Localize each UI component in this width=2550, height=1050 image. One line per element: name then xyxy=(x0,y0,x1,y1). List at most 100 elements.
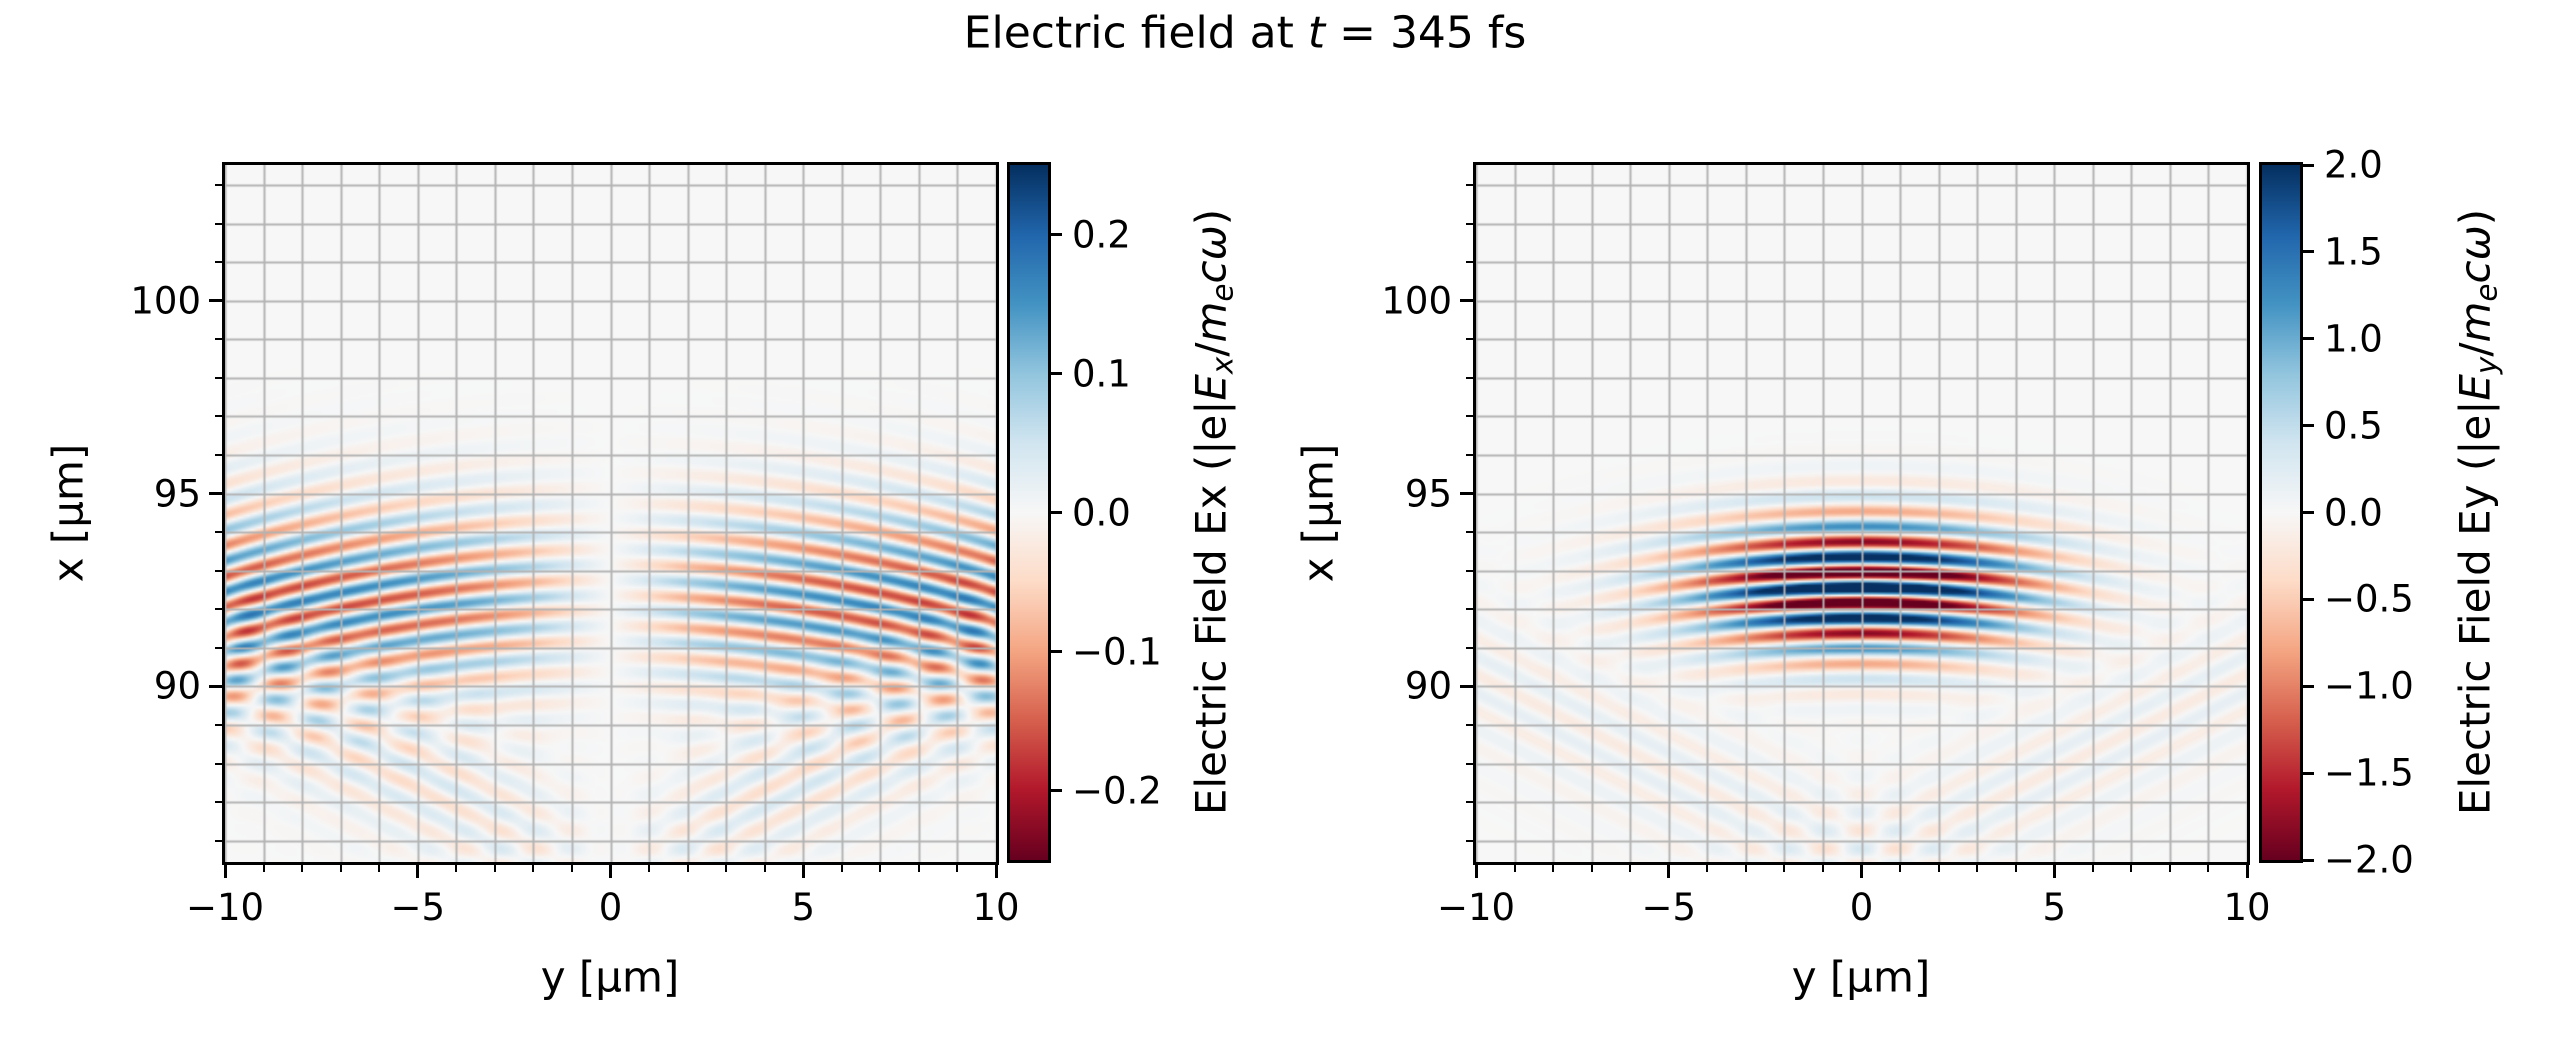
y-minor-tick xyxy=(215,531,222,534)
x-tick-label: 5 xyxy=(2042,886,2067,929)
x-minor-tick xyxy=(956,865,959,872)
label-fragment: / xyxy=(1186,342,1236,357)
colorbar-tick-label: 1.5 xyxy=(2324,230,2383,274)
ex-colorbar xyxy=(1007,162,1051,863)
y-major-tick xyxy=(1460,299,1473,303)
x-minor-tick xyxy=(339,865,342,872)
y-tick-label: 95 xyxy=(1404,472,1452,516)
y-minor-tick xyxy=(1466,184,1473,187)
y-minor-tick xyxy=(1466,454,1473,457)
x-minor-tick xyxy=(301,865,304,872)
colorbar-tick xyxy=(2303,424,2314,428)
colorbar-tick-label: 0.2 xyxy=(1072,213,1131,256)
colorbar-tick xyxy=(1051,511,1062,514)
y-tick-label: 90 xyxy=(1404,664,1452,708)
y-tick-label: 100 xyxy=(130,279,201,323)
label-fragment: x xyxy=(1205,356,1240,375)
x-minor-tick xyxy=(1706,865,1709,872)
label-fragment: Electric field at xyxy=(963,7,1308,59)
colorbar-tick xyxy=(2303,250,2314,254)
colorbar-tick-label: 2.0 xyxy=(2324,143,2383,187)
label-fragment: E xyxy=(2450,374,2500,401)
colorbar-tick-label: −0.5 xyxy=(2324,577,2414,621)
y-minor-tick xyxy=(215,184,222,187)
ex-colorbar-canvas xyxy=(1010,165,1048,860)
y-minor-tick xyxy=(215,376,222,379)
y-minor-tick xyxy=(1466,338,1473,341)
y-major-tick xyxy=(1460,492,1473,496)
label-fragment: ) xyxy=(2450,208,2500,226)
colorbar-tick-label: 0.0 xyxy=(1072,491,1131,534)
label-fragment: / xyxy=(2450,342,2500,357)
label-fragment: ω xyxy=(1186,225,1236,261)
y-minor-tick xyxy=(215,801,222,804)
ey-heatmap-canvas xyxy=(1476,165,2247,862)
label-fragment: Electric Field Ex (|e| xyxy=(1186,400,1236,816)
colorbar-tick xyxy=(1051,233,1062,236)
ey-colorbar-canvas xyxy=(2262,165,2300,860)
y-minor-tick xyxy=(1466,839,1473,842)
colorbar-tick-label: 0.1 xyxy=(1072,352,1131,395)
colorbar-tick xyxy=(1051,789,1062,792)
colorbar-tick xyxy=(2303,858,2314,862)
label-fragment: E xyxy=(1186,374,1236,401)
x-major-tick xyxy=(609,865,612,878)
label-fragment: m xyxy=(1186,301,1236,343)
x-tick-label: −10 xyxy=(185,886,265,929)
ey-colorbar-label: Electric Field Ey (|e|Ey/mecω) xyxy=(2450,209,2503,815)
x-minor-tick xyxy=(879,865,882,872)
y-minor-tick xyxy=(215,222,222,225)
x-major-tick xyxy=(1667,865,1671,878)
y-minor-tick xyxy=(215,261,222,264)
figure-title: Electric field at t = 345 fs xyxy=(964,8,1527,59)
x-tick-label: −5 xyxy=(390,886,446,929)
y-minor-tick xyxy=(1466,261,1473,264)
y-major-tick xyxy=(1460,684,1473,688)
y-minor-tick xyxy=(1466,801,1473,804)
x-tick-label: −5 xyxy=(1641,886,1697,929)
x-minor-tick xyxy=(2130,865,2133,872)
x-minor-tick xyxy=(648,865,651,872)
x-tick-label: 5 xyxy=(791,886,816,929)
y-minor-tick xyxy=(1466,376,1473,379)
label-fragment: e xyxy=(1205,283,1240,302)
x-major-tick xyxy=(2052,865,2056,878)
x-minor-tick xyxy=(1821,865,1824,872)
x-minor-tick xyxy=(1590,865,1593,872)
x-tick-label: 0 xyxy=(598,886,623,929)
colorbar-tick-label: −0.1 xyxy=(1072,630,1162,673)
x-tick-label: 10 xyxy=(2223,886,2271,929)
x-minor-tick xyxy=(763,865,766,872)
y-minor-tick xyxy=(1466,724,1473,727)
x-minor-tick xyxy=(840,865,843,872)
x-major-tick xyxy=(2245,865,2249,878)
ey-heatmap-axes xyxy=(1473,162,2250,865)
x-major-tick xyxy=(223,865,227,878)
colorbar-tick-label: −1.5 xyxy=(2324,751,2414,795)
x-minor-tick xyxy=(1513,865,1516,872)
x-minor-tick xyxy=(378,865,381,872)
y-minor-tick xyxy=(1466,415,1473,418)
x-minor-tick xyxy=(1976,865,1979,872)
colorbar-tick xyxy=(1051,650,1062,653)
x-minor-tick xyxy=(1552,865,1555,872)
x-minor-tick xyxy=(493,865,496,872)
y-minor-tick xyxy=(215,338,222,341)
colorbar-tick-label: −0.2 xyxy=(1072,769,1162,812)
y-minor-tick xyxy=(215,839,222,842)
y-minor-tick xyxy=(215,646,222,649)
y-minor-tick xyxy=(1466,608,1473,611)
label-fragment: ω xyxy=(2450,225,2500,261)
y-minor-tick xyxy=(215,569,222,572)
x-major-tick xyxy=(801,865,805,878)
y-minor-tick xyxy=(215,608,222,611)
x-major-tick xyxy=(1860,865,1863,878)
colorbar-tick-label: 0.0 xyxy=(2324,491,2383,534)
y-tick-label: 100 xyxy=(1381,279,1452,323)
x-minor-tick xyxy=(725,865,728,872)
label-fragment: y xyxy=(2469,356,2504,375)
x-minor-tick xyxy=(2207,865,2210,872)
x-minor-tick xyxy=(686,865,689,872)
ey-xaxis-label: y [μm] xyxy=(1791,952,1931,1002)
ey-colorbar xyxy=(2259,162,2303,863)
